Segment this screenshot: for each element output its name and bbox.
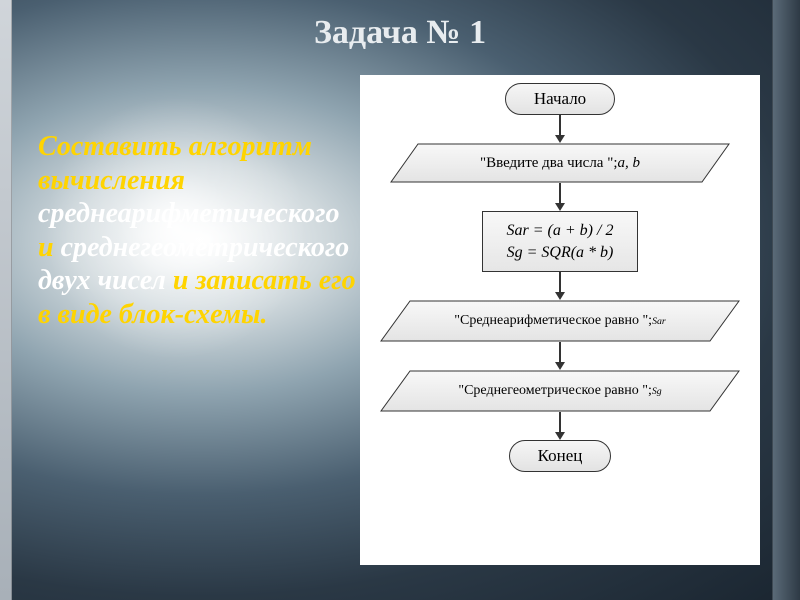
- slide: Задача № 1 Составить алгоритм вычисления…: [0, 0, 800, 600]
- input-prefix: "Введите два числа ";: [480, 155, 618, 172]
- flowchart-start: Начало: [505, 83, 615, 115]
- out1-prefix: "Среднеарифметическое равно ";: [454, 313, 652, 329]
- slide-title: Задача № 1: [0, 14, 800, 52]
- flowchart-output-1: "Среднеарифметическое равно "; Sar: [380, 300, 740, 342]
- flowchart-output-1-label: "Среднеарифметическое равно "; Sar: [380, 300, 740, 342]
- slide-border-right: [772, 0, 800, 600]
- task-text-1: Составить алгоритм вычисления: [38, 131, 312, 196]
- process-line-1: Sar = (a + b) / 2: [507, 220, 614, 242]
- flowchart-end: Конец: [509, 440, 612, 472]
- task-text-2: среднеарифметического: [38, 198, 339, 229]
- flowchart-output-2-label: "Среднегеометрическое равно "; Sg: [380, 370, 740, 412]
- out2-prefix: "Среднегеометрическое равно ";: [458, 383, 651, 399]
- slide-border-left: [0, 0, 12, 600]
- process-line-2: Sg = SQR(a * b): [507, 242, 614, 264]
- task-description: Составить алгоритм вычисления среднеариф…: [38, 130, 358, 332]
- input-vars: a, b: [618, 155, 641, 172]
- task-text-3: и: [38, 232, 54, 263]
- out1-var: Sar: [652, 316, 666, 327]
- flowchart-output-2: "Среднегеометрическое равно "; Sg: [380, 370, 740, 412]
- flowchart: Начало "Введите два числа "; a, b Sar = …: [360, 83, 760, 472]
- out2-var: Sg: [652, 386, 662, 397]
- flowchart-panel: Начало "Введите два числа "; a, b Sar = …: [360, 75, 760, 565]
- flowchart-input: "Введите два числа "; a, b: [390, 143, 730, 183]
- flowchart-process: Sar = (a + b) / 2 Sg = SQR(a * b): [482, 211, 639, 272]
- flowchart-input-label: "Введите два числа "; a, b: [390, 143, 730, 183]
